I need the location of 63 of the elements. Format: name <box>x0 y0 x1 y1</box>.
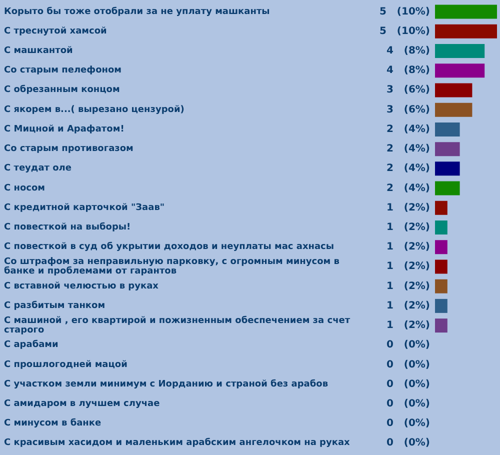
y-tick-label: С Мицной и Арафатом! <box>4 124 124 134</box>
y-tick-label: С амидаром в лучшем случае <box>4 398 160 409</box>
data-label: 0 (0%) <box>386 359 430 370</box>
bar <box>435 260 448 274</box>
y-tick-label: С треснутой хамсой <box>4 26 107 36</box>
y-tick-label: С вставной челюстью в руках <box>4 281 159 292</box>
bar <box>435 162 460 176</box>
data-label: 3 (6%) <box>386 84 430 96</box>
data-label: 3 (6%) <box>386 104 430 116</box>
data-label: 0 (0%) <box>386 438 430 449</box>
data-label: 2 (4%) <box>386 182 430 194</box>
bar <box>435 83 472 98</box>
data-label: 5 (10%) <box>380 6 430 18</box>
data-label: 1 (2%) <box>386 320 430 332</box>
y-tick-label: Со штрафом за неправильную парковку, с огромным минусом в банке и проблемами от гарантов <box>4 256 340 276</box>
y-tick-label: С повесткой в суд об укрытии доходов и неуплаты мас ахнасы <box>4 241 334 252</box>
y-tick-label: Со старым противогазом <box>4 144 134 154</box>
y-tick-label: С теудат оле <box>4 164 72 174</box>
y-tick-label: С машиной , его квартирой и пожизненным обеспечением за счет старого <box>4 314 351 336</box>
data-label: 1 (2%) <box>386 280 430 292</box>
bar <box>435 102 472 117</box>
data-label: 1 (2%) <box>386 300 430 312</box>
bar <box>435 44 485 58</box>
bar <box>435 298 448 313</box>
y-tick-label: С прошлогодней мацой <box>4 360 128 370</box>
data-label: 1 (2%) <box>386 242 430 253</box>
data-label: 1 (2%) <box>386 222 430 233</box>
data-label: 2 (4%) <box>386 144 430 155</box>
bar <box>435 142 460 156</box>
bar <box>435 4 497 19</box>
data-label: 0 (0%) <box>386 398 430 410</box>
data-label: 0 (0%) <box>386 418 430 430</box>
y-tick-label: С машкантой <box>4 46 73 56</box>
data-label: 1 (2%) <box>386 261 430 272</box>
data-label: 4 (8%) <box>386 46 430 57</box>
bar <box>435 279 448 294</box>
y-tick-label: С якорем в...( вырезано цензурой) <box>4 104 184 115</box>
bar <box>435 220 448 234</box>
bar <box>435 318 448 333</box>
bar <box>435 64 485 78</box>
data-label: 2 (4%) <box>386 124 430 135</box>
y-tick-label: Корыто бы тоже отобрали за не уплату машканты <box>4 6 270 17</box>
y-tick-label: С участком земли минимум с Иорданию и страной без арабов <box>4 378 328 390</box>
data-label: 5 (10%) <box>380 26 430 37</box>
y-tick-label: С кредитной карточкой "Заав" <box>4 202 165 213</box>
bar <box>435 122 460 136</box>
y-tick-label: С повесткой на выборы! <box>4 222 131 232</box>
y-tick-label: С носом <box>4 183 46 194</box>
data-label: 4 (8%) <box>386 65 430 76</box>
bar <box>435 24 497 38</box>
bar <box>435 240 448 254</box>
bar <box>435 200 448 215</box>
data-label: 2 (4%) <box>386 163 430 174</box>
y-tick-label: С разбитым танком <box>4 300 106 311</box>
data-label: 1 (2%) <box>386 202 430 214</box>
bar <box>435 181 460 196</box>
data-label: 0 (0%) <box>386 378 430 390</box>
y-tick-label: Со старым пелефоном <box>4 66 122 76</box>
y-tick-label: С обрезанным концом <box>4 84 120 96</box>
y-tick-label: С арабами <box>4 339 58 350</box>
y-tick-label: С минусом в банке <box>4 418 102 429</box>
y-tick-label: С красивым хасидом и маленьким арабским ангелочком на руках <box>4 437 350 448</box>
data-label: 0 (0%) <box>386 340 430 351</box>
